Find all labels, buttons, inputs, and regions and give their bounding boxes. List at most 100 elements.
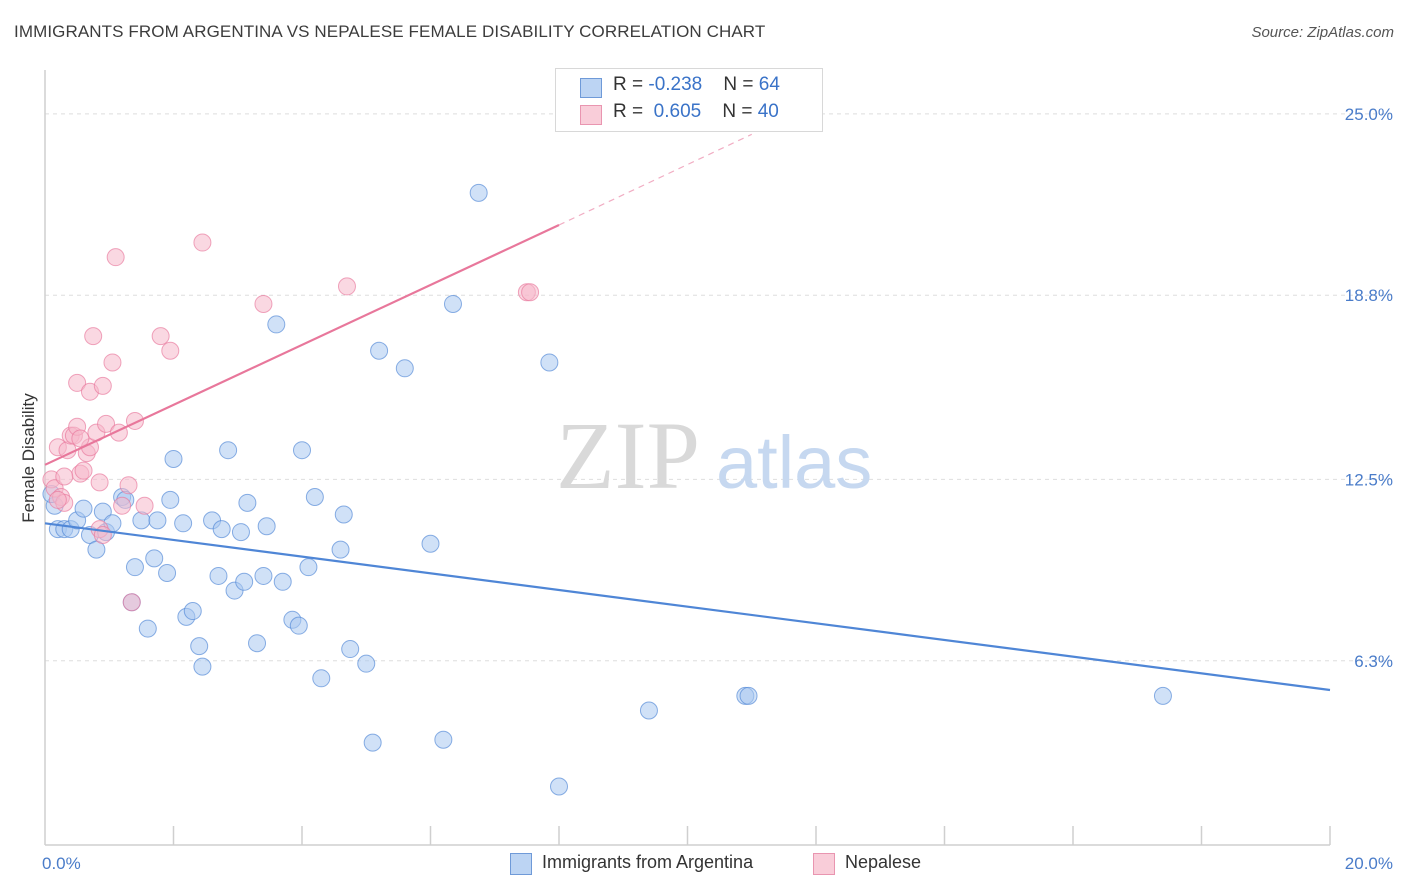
data-point [235,572,254,591]
data-point [238,493,257,512]
data-point [74,499,93,518]
data-point [190,637,209,656]
watermark: ZIP atlas [556,402,872,509]
data-point [337,277,356,296]
data-point [93,502,112,521]
data-point [443,294,462,313]
data-point [48,490,67,509]
data-point [212,520,231,539]
y-tick-label: 6.3% [1354,652,1393,671]
series-nepalese [42,233,540,612]
data-point [164,449,183,468]
correlation-legend: R = -0.238 N = 64 R = 0.605 N = 40 [555,68,823,132]
data-point [97,414,116,433]
data-point [421,534,440,553]
chart-title: IMMIGRANTS FROM ARGENTINA VS NEPALESE FE… [14,22,766,41]
trend-lines [44,133,1331,692]
y-tick-label: 25.0% [1345,105,1393,124]
legend-swatch-nepalese [580,105,602,125]
data-point [135,496,154,515]
data-point [248,634,267,653]
data-point [469,183,488,202]
data-point [434,730,453,749]
data-point [132,511,151,530]
data-point [148,511,167,530]
data-point [254,294,273,313]
grid-lines [45,113,1392,662]
legend-r-label: R = [613,101,649,122]
data-point [395,359,414,378]
data-point [90,473,109,492]
data-point [103,353,122,372]
data-point [739,686,758,705]
watermark-zip: ZIP [556,402,700,509]
data-point [193,657,212,676]
y-tick-label: 12.5% [1345,470,1393,489]
data-point [363,733,382,752]
legend-r-label: R = [613,74,649,95]
legend-r-value: -0.238 [648,74,703,95]
data-point [84,327,103,346]
data-point [55,467,74,486]
data-point [119,476,138,495]
series-argentina [42,183,1172,796]
data-point [138,619,157,638]
data-point [183,602,202,621]
data-point [145,549,164,568]
data-point [161,490,180,509]
data-point [257,517,276,536]
legend-r-value: 0.605 [648,101,702,122]
data-point [1153,686,1172,705]
trend-line [44,224,560,466]
legend-n-value: 40 [757,101,779,122]
y-axis-label: Female Disability [19,393,38,523]
data-point [161,341,180,360]
bottom-legend-label-nepalese: Nepalese [845,852,922,872]
data-point [231,523,250,542]
legend-n-label: N = [723,74,759,95]
data-point [74,461,93,480]
watermark-atlas: atlas [716,421,872,504]
trend-line-extension [558,133,753,226]
data-point [293,441,311,460]
x-tick-label: 0.0% [42,854,81,873]
data-points [42,183,1172,796]
data-point [331,540,350,559]
trend-line [44,522,1331,692]
data-point [312,669,331,688]
data-point [193,233,212,252]
data-point [113,496,132,515]
data-point [639,701,658,720]
y-tick-label: 18.8% [1345,286,1393,305]
bottom-legend-label-argentina: Immigrants from Argentina [542,852,754,872]
data-point [341,640,360,659]
data-point [267,315,286,334]
data-point [209,566,228,585]
data-point [122,593,141,612]
data-point [299,558,318,577]
legend-swatch-argentina [580,78,602,98]
data-point [254,566,273,585]
bottom-legend-swatch-argentina [510,853,532,875]
data-point [219,441,238,460]
data-point [158,564,177,583]
data-point [71,429,90,448]
data-point [273,572,292,591]
legend-n-label: N = [722,101,758,122]
data-point [540,353,559,372]
source-label: Source: ZipAtlas.com [1251,24,1394,41]
tick-labels: 6.3% 12.5% 18.8% 25.0% 0.0% 20.0% [42,105,1393,873]
legend-n-value: 64 [758,74,780,95]
data-point [106,248,125,267]
data-point [370,341,389,360]
data-point [93,376,112,395]
axes [44,70,1331,846]
data-point [174,514,193,533]
bottom-legend-swatch-nepalese [813,853,835,875]
data-point [334,505,353,524]
data-point [289,616,308,635]
data-point [125,558,144,577]
data-point [305,487,324,506]
data-point [151,327,170,346]
